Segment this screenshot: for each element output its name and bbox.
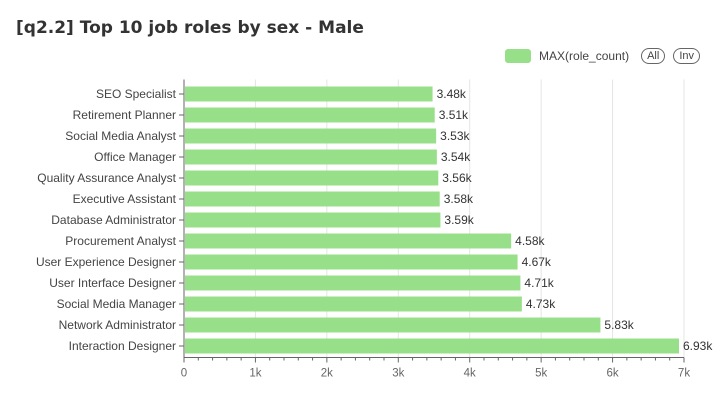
bar[interactable] [185,296,522,312]
bar-value-label: 3.48k [437,87,467,101]
legend-swatch[interactable] [505,49,532,63]
category-label: Database Administrator [51,213,176,227]
category-label: Procurement Analyst [65,234,176,248]
axis-layer: 0 1k 2k 3k 4k 5k 6k 7k [179,79,690,380]
category-label: Office Manager [94,150,176,164]
label-layer: SEO Specialist 3.48k Retirement Planner 3.5… [36,87,713,353]
x-tick-label: 1k [249,368,261,380]
bar-value-label: 4.67k [522,255,552,269]
bar-value-label: 3.58k [444,192,474,206]
x-tick-label: 3k [392,368,404,380]
bar[interactable] [185,128,437,144]
x-tick-label: 6k [606,368,618,380]
panel-title: [q2.2] Top 10 job roles by sex - Male [16,18,364,38]
bar[interactable] [185,212,441,228]
category-label: SEO Specialist [96,87,177,101]
bar-value-label: 3.59k [444,213,474,227]
category-label: Social Media Manager [57,297,176,311]
legend-invert-button[interactable]: Inv [673,48,700,64]
category-label: User Experience Designer [36,255,176,269]
legend-all-button[interactable]: All [641,48,666,64]
category-label: User Interface Designer [49,276,176,290]
x-tick-label: 0 [181,368,187,380]
category-label: Executive Assistant [73,192,177,206]
bar[interactable] [185,170,439,186]
bar-value-label: 3.54k [441,150,471,164]
x-tick-label: 2k [321,368,333,380]
bar[interactable] [185,149,437,165]
bar-value-label: 6.93k [683,339,713,353]
bar-value-label: 4.58k [515,234,545,248]
category-label: Social Media Analyst [65,129,176,143]
x-tick-label: 4k [464,368,476,380]
category-label: Interaction Designer [69,339,176,353]
bar[interactable] [185,254,518,270]
x-tick-label: 5k [535,368,547,380]
bar[interactable] [185,107,435,123]
legend-series-label[interactable]: MAX(role_count) [539,49,630,63]
bar-value-label: 3.56k [442,171,472,185]
category-label: Quality Assurance Analyst [37,171,176,185]
bar-value-label: 5.83k [604,318,634,332]
bar[interactable] [185,338,679,354]
bar-value-label: 3.51k [439,108,469,122]
bar[interactable] [185,275,521,291]
legend: MAX(role_count) All Inv [505,48,700,64]
bar[interactable] [185,233,512,249]
bar[interactable] [185,191,440,207]
bar-value-label: 4.71k [524,276,554,290]
bar-layer [185,86,679,354]
category-label: Network Administrator [59,318,176,332]
category-label: Retirement Planner [73,108,176,122]
bar[interactable] [185,317,601,333]
bar-value-label: 3.53k [440,129,470,143]
bar[interactable] [185,86,433,102]
bar-value-label: 4.73k [526,297,556,311]
x-tick-label: 7k [678,368,690,380]
